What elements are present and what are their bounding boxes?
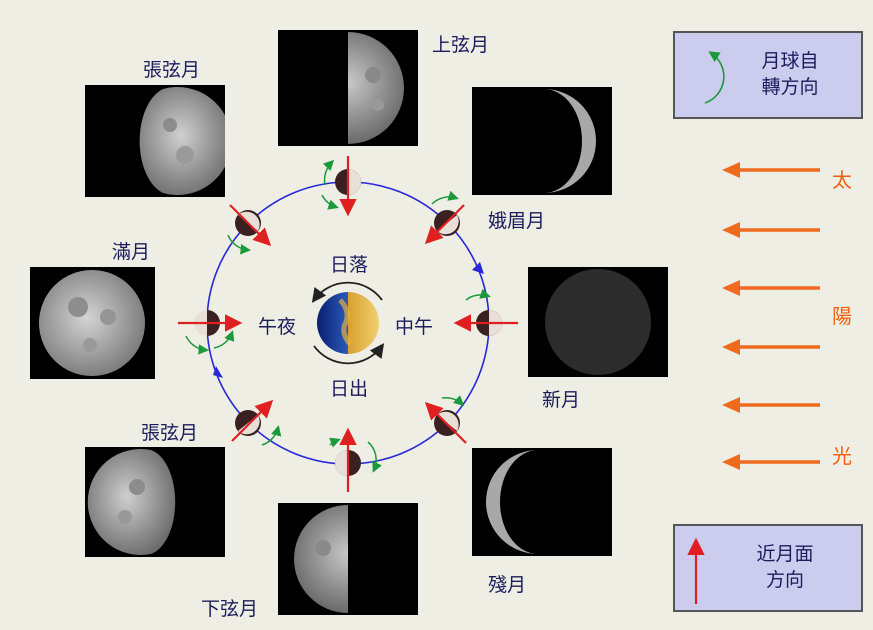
legend-near-side-line1: 近月面 bbox=[756, 543, 814, 565]
waxing-crescent-moon-image bbox=[544, 89, 596, 193]
rotation-arrow bbox=[329, 437, 341, 448]
label-last-quarter: 下弦月 bbox=[201, 598, 259, 620]
full-moon-image bbox=[39, 270, 145, 376]
waning-crescent-moon-image bbox=[486, 450, 538, 554]
rotation-arrow bbox=[213, 330, 235, 349]
rotation-arrow bbox=[227, 234, 251, 255]
rotation-arrow bbox=[261, 425, 282, 446]
label-waning-crescent: 殘月 bbox=[488, 574, 527, 596]
near-side-arrow bbox=[229, 204, 272, 247]
legend-near-side-direction: 近月面 方向 bbox=[673, 524, 863, 612]
photo-waning-gibbous bbox=[85, 447, 225, 557]
waning-gibbous-moon-image bbox=[87, 449, 176, 555]
orbit-direction-arrow bbox=[213, 366, 223, 378]
photo-waxing-gibbous bbox=[85, 85, 225, 197]
label-midnight: 午夜 bbox=[258, 316, 297, 338]
new-moon-image bbox=[545, 269, 651, 375]
photo-waxing-crescent bbox=[472, 87, 612, 195]
near-side-arrow-icon bbox=[687, 537, 705, 604]
label-full-moon: 滿月 bbox=[112, 241, 151, 263]
sunlight-char-3: 光 bbox=[832, 444, 852, 468]
rotation-arrow bbox=[465, 288, 491, 301]
last-quarter-moon-image bbox=[294, 505, 348, 613]
photo-full-moon bbox=[30, 267, 155, 379]
rotation-arrow bbox=[367, 441, 382, 473]
earth-rotation-arrow bbox=[311, 281, 383, 303]
label-first-quarter: 上弦月 bbox=[432, 34, 490, 56]
label-waxing-crescent: 娥眉月 bbox=[488, 210, 546, 232]
label-waxing-gibbous: 張弦月 bbox=[143, 59, 201, 81]
legend-rotation-direction: 月球自 轉方向 bbox=[673, 31, 863, 119]
legend-rotation-line1: 月球自 bbox=[761, 50, 819, 72]
label-sunrise: 日出 bbox=[330, 378, 369, 400]
label-new-moon: 新月 bbox=[542, 389, 581, 411]
legend-near-side-line2: 方向 bbox=[765, 569, 804, 591]
first-quarter-moon-image bbox=[348, 32, 404, 144]
near-side-arrow bbox=[424, 204, 465, 245]
photo-waning-crescent bbox=[472, 448, 612, 556]
rotation-arrow bbox=[323, 159, 335, 186]
waxing-gibbous-moon-image bbox=[139, 87, 225, 195]
sunlight-arrows bbox=[722, 162, 820, 470]
photo-new-moon bbox=[528, 267, 668, 377]
rotation-arrow bbox=[321, 194, 339, 210]
near-side-arrow bbox=[231, 399, 274, 442]
earth-rotation-arrow bbox=[313, 343, 385, 365]
sunlight-char-2: 陽 bbox=[832, 304, 852, 328]
rotation-arrow bbox=[431, 190, 459, 205]
label-noon: 中午 bbox=[395, 316, 434, 338]
photo-last-quarter bbox=[278, 503, 418, 615]
legend-rotation-line2: 轉方向 bbox=[761, 76, 819, 98]
orbit-direction-arrow bbox=[472, 262, 484, 274]
rotation-arrow bbox=[441, 395, 465, 407]
sunlight-char-1: 太 bbox=[832, 168, 852, 192]
rotation-arrow bbox=[185, 335, 209, 355]
rotation-arrow-icon bbox=[704, 51, 725, 104]
label-sunset: 日落 bbox=[330, 254, 369, 276]
near-side-arrow bbox=[424, 401, 467, 444]
photo-first-quarter bbox=[278, 30, 418, 146]
label-waning-gibbous: 張弦月 bbox=[141, 422, 199, 444]
